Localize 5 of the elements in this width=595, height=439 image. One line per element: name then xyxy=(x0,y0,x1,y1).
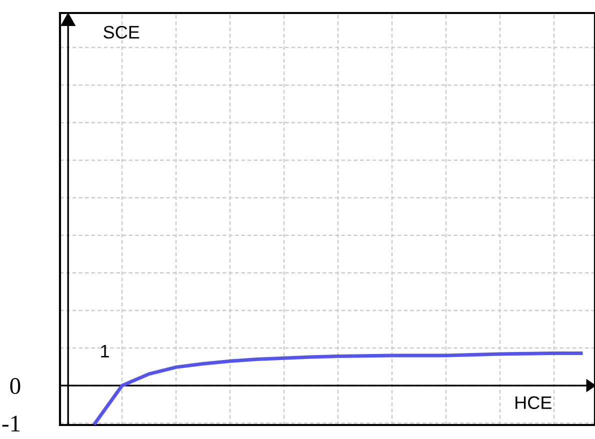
annotation: 1 xyxy=(101,344,109,358)
y-tick-label: -1 xyxy=(2,416,20,432)
y-tick-label: 0 xyxy=(10,378,20,394)
x-axis-title: HCE xyxy=(516,396,552,410)
y-axis-title: SCE xyxy=(104,26,140,39)
